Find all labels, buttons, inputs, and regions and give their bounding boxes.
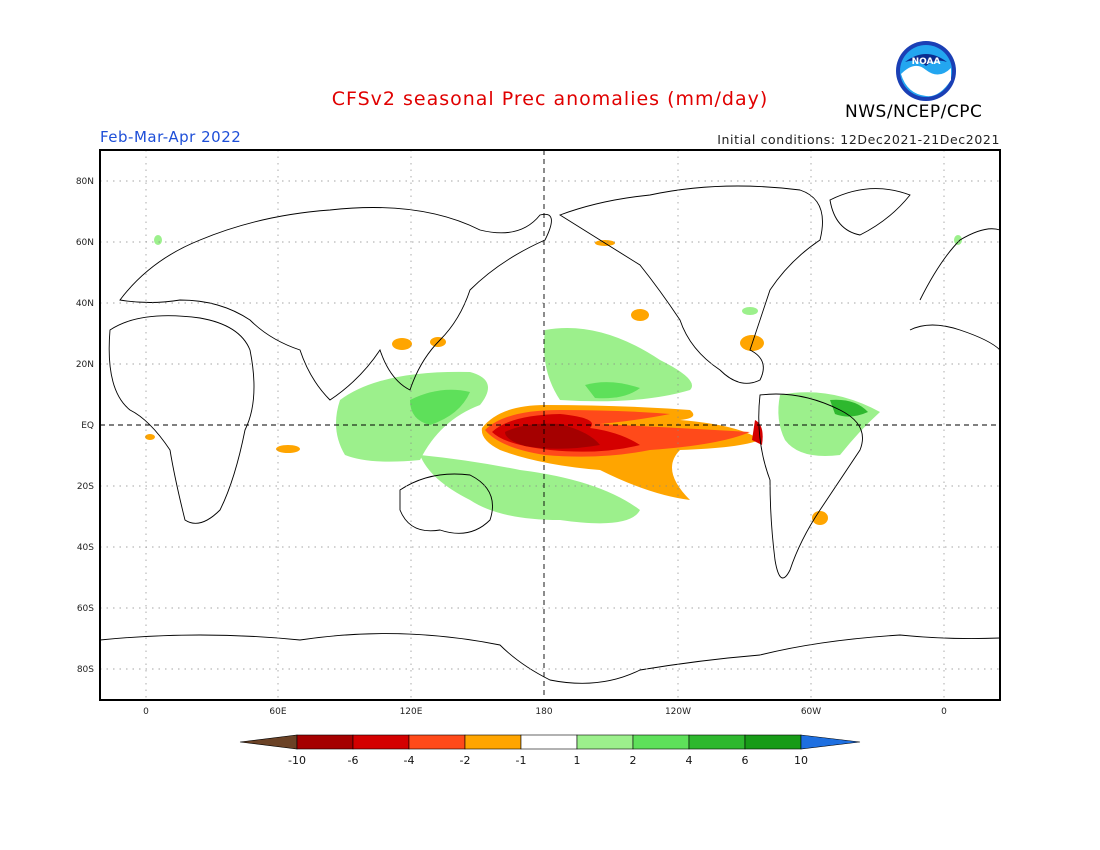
lat-tick-label: 60N (76, 238, 94, 248)
organization-label: NWS/NCEP/CPC (845, 102, 983, 122)
lon-tick-label: 180 (535, 707, 552, 717)
colorbar-label: -6 (348, 754, 359, 767)
colorbar-segment (632, 734, 690, 750)
colorbar-label: 4 (686, 754, 693, 767)
lat-tick-label: 20S (77, 482, 94, 492)
colorbar-label: -1 (516, 754, 527, 767)
lon-tick-label: 0 (941, 707, 947, 717)
reference-lines (100, 150, 1000, 700)
colorbar-segment (464, 734, 522, 750)
lon-tick-label: 120W (665, 707, 691, 717)
colorbar-label: -10 (288, 754, 306, 767)
colorbar-arrow-high (800, 734, 861, 750)
lat-tick-label: 40N (76, 299, 94, 309)
lon-tick-label: 60E (269, 707, 286, 717)
colorbar-label: 10 (794, 754, 808, 767)
graticule (100, 150, 1000, 700)
colorbar-segment (296, 734, 354, 750)
colorbar (239, 734, 861, 750)
colorbar-label: 1 (574, 754, 581, 767)
logo-text: NOAA (912, 57, 941, 67)
noaa-logo: NOAA (896, 41, 956, 101)
colorbar-arrow-low (239, 734, 298, 750)
lat-tick-label: 80S (77, 665, 94, 675)
lat-tick-label: 40S (77, 543, 94, 553)
colorbar-label: -2 (460, 754, 471, 767)
lat-tick-label: EQ (81, 421, 94, 431)
lon-tick-labels: 0 60E 120E 180 120W 60W 0 (143, 707, 947, 717)
colorbar-label: 6 (742, 754, 749, 767)
anomaly-shading (145, 235, 962, 525)
lon-tick-label: 120E (400, 707, 423, 717)
colorbar-segment (408, 734, 466, 750)
lat-tick-label: 80N (76, 177, 94, 187)
colorbar-segment (744, 734, 802, 750)
initial-conditions: Initial conditions: 12Dec2021-21Dec2021 (717, 132, 1000, 147)
lon-tick-label: 0 (143, 707, 149, 717)
lat-tick-labels: 80N 60N 40N 20N EQ 20S 40S 60S 80S (76, 177, 94, 675)
colorbar-labels: -10 -6 -4 -2 -1 1 2 4 6 10 (288, 754, 808, 767)
lat-tick-label: 60S (77, 604, 94, 614)
forecast-period: Feb-Mar-Apr 2022 (100, 128, 242, 146)
colorbar-segment (520, 734, 578, 750)
chart-title: CFSv2 seasonal Prec anomalies (mm/day) (331, 88, 769, 110)
coastlines (99, 185, 1001, 684)
lat-tick-label: 20N (76, 360, 94, 370)
lon-tick-label: 60W (801, 707, 821, 717)
colorbar-segment (688, 734, 746, 750)
colorbar-segment (352, 734, 410, 750)
colorbar-label: -4 (404, 754, 415, 767)
colorbar-segment (576, 734, 634, 750)
map-frame (99, 149, 1001, 701)
colorbar-label: 2 (630, 754, 637, 767)
